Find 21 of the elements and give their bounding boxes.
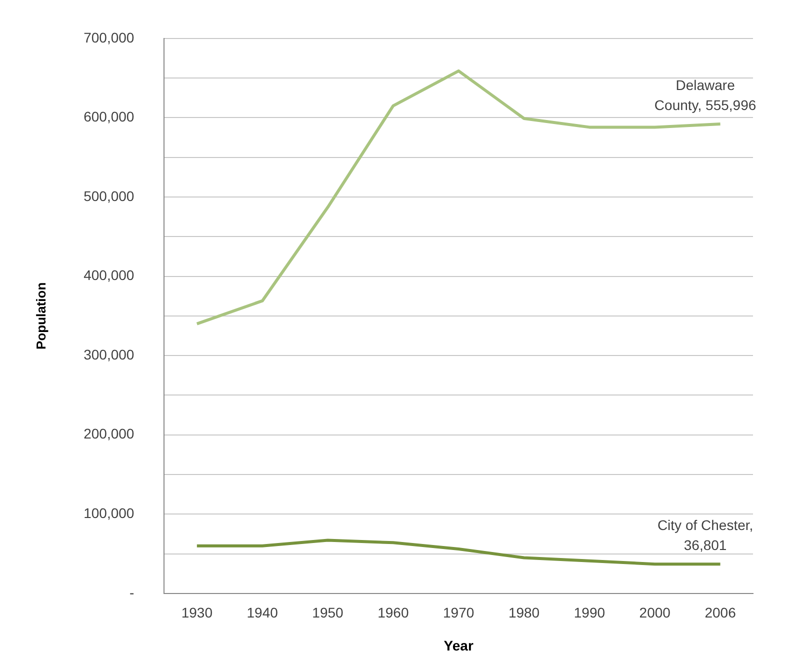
annotation: City of Chester, 36,801	[657, 517, 754, 554]
y-tick-label: 200,000	[84, 426, 134, 442]
y-tick-label: -	[130, 584, 135, 600]
y-tick-label: 400,000	[84, 267, 134, 284]
y-tick-label: 700,000	[84, 29, 134, 46]
y-tick-label: 500,000	[84, 188, 134, 204]
x-tick-label: 1970	[443, 604, 474, 621]
x-tick-label: 1980	[508, 604, 540, 621]
y-tick-label: 600,000	[84, 108, 134, 125]
x-tick-label: 2006	[704, 604, 736, 621]
x-tick-label: 2000	[639, 604, 671, 621]
y-axis-title: Population	[33, 282, 48, 350]
y-tick-label: 300,000	[84, 346, 134, 362]
y-tick-label: 100,000	[84, 504, 134, 521]
x-tick-label: 1940	[246, 604, 278, 621]
x-tick-label: 1990	[574, 604, 606, 621]
x-tick-label: 1960	[378, 604, 409, 621]
x-tick-label: 1950	[312, 604, 344, 621]
x-axis-title: Year	[444, 637, 474, 654]
x-tick-label: 1930	[181, 604, 213, 621]
annotation: Delaware County, 555,996	[654, 77, 756, 114]
